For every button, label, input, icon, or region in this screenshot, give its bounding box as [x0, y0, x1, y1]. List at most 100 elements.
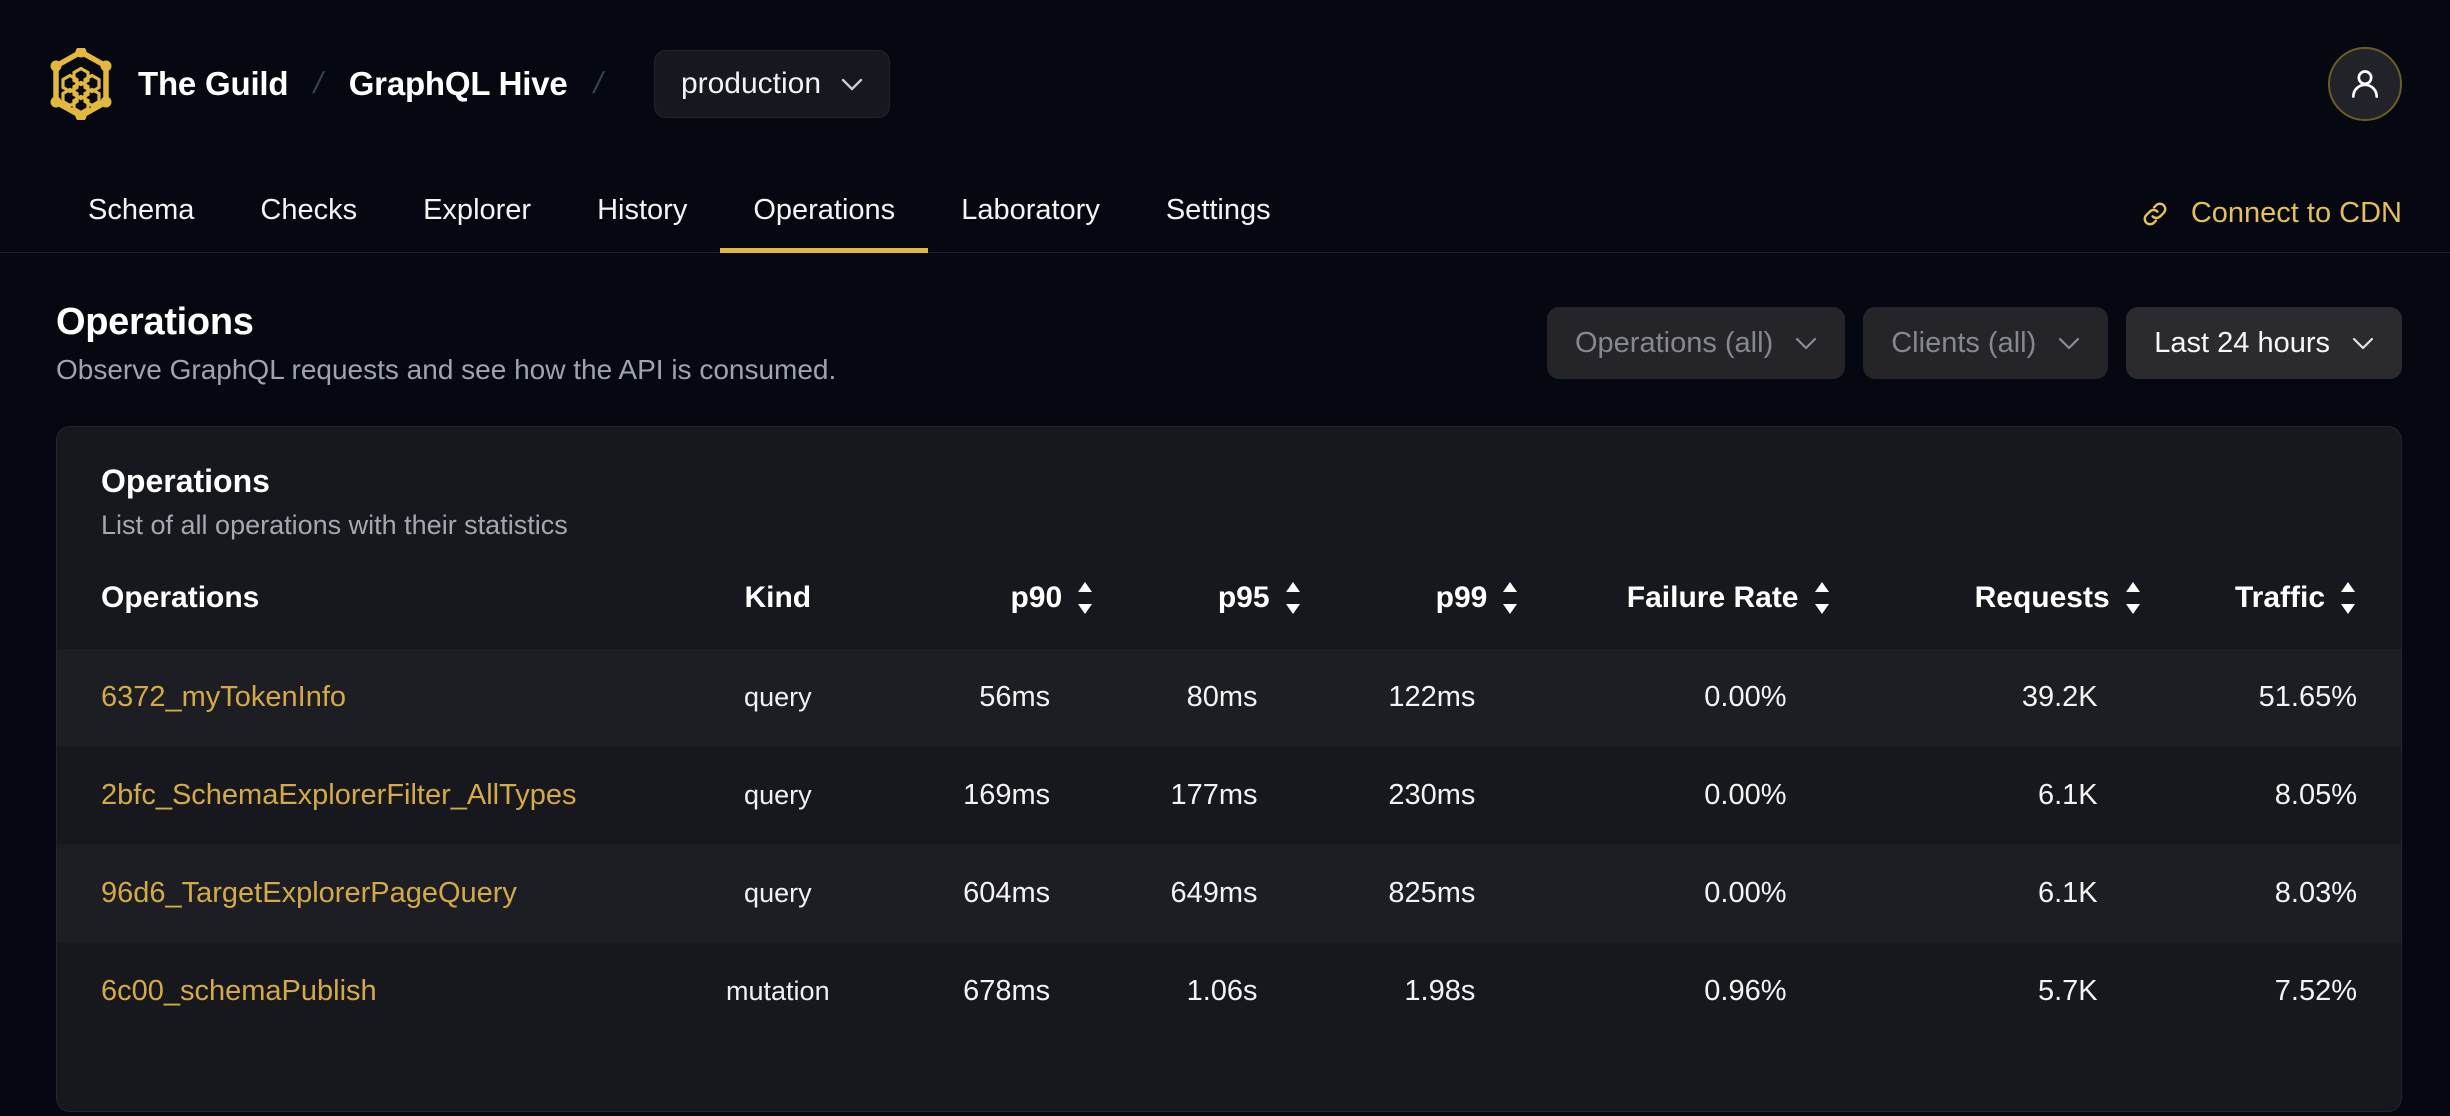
- cell-failure-rate: 0.00%: [1704, 681, 1787, 713]
- cell-p95: 177ms: [1170, 779, 1258, 811]
- cell-operation: 6c00_schemaPublish: [57, 943, 669, 1041]
- cell-kind: query: [744, 878, 812, 908]
- breadcrumb-org[interactable]: The Guild: [138, 65, 289, 102]
- sort-arrows-icon: [1078, 582, 1093, 614]
- nav-tabs: Schema Checks Explorer History Operation…: [50, 168, 1304, 253]
- cell-traffic: 8.05%: [2274, 779, 2357, 811]
- operation-link[interactable]: 6c00_schemaPublish: [101, 975, 377, 1007]
- tab-laboratory-label: Laboratory: [961, 193, 1100, 226]
- primary-nav: Schema Checks Explorer History Operation…: [0, 168, 2450, 253]
- operations-filter[interactable]: Operations (all): [1546, 307, 1846, 379]
- operations-filter-label: Operations (all): [1574, 326, 1774, 359]
- tab-settings[interactable]: Settings: [1133, 168, 1304, 252]
- column-header-kind[interactable]: Kind: [669, 541, 887, 649]
- operation-link[interactable]: 96d6_TargetExplorerPageQuery: [101, 877, 517, 909]
- connect-to-cdn-link[interactable]: Connect to CDN: [2139, 197, 2402, 252]
- column-header-failure-rate[interactable]: Failure Rate: [1519, 541, 1830, 649]
- sort-arrows-icon: [2125, 582, 2140, 614]
- cell-traffic: 8.03%: [2274, 877, 2357, 909]
- cell-p99: 825ms: [1388, 877, 1476, 909]
- operations-table: Operations Kind p90 p95: [57, 541, 2401, 1040]
- sort-arrows-icon: [2341, 582, 2355, 614]
- tab-operations-label: Operations: [753, 193, 896, 226]
- page-title-block: Operations Observe GraphQL requests and …: [56, 301, 836, 386]
- column-header-traffic-label: Traffic: [2234, 581, 2325, 614]
- table-row[interactable]: 6c00_schemaPublish mutation 678ms 1.06s …: [57, 942, 2401, 1041]
- column-header-traffic[interactable]: Traffic: [2142, 541, 2401, 649]
- breadcrumb-project[interactable]: GraphQL Hive: [348, 65, 568, 102]
- hive-hexagon-logo[interactable]: [50, 48, 112, 120]
- top-bar: The Guild / GraphQL Hive / production: [0, 0, 2450, 168]
- column-header-p99[interactable]: p99: [1302, 541, 1520, 649]
- table-row[interactable]: 2bfc_SchemaExplorerFilter_AllTypes query…: [57, 746, 2401, 845]
- table-row[interactable]: 6372_myTokenInfo query 56ms 80ms 122ms 0…: [57, 649, 2401, 747]
- tab-explorer-label: Explorer: [423, 193, 532, 226]
- cell-failure-rate: 0.96%: [1704, 975, 1787, 1007]
- tab-checks[interactable]: Checks: [227, 168, 390, 252]
- cell-p90: 678ms: [963, 975, 1051, 1007]
- column-header-kind-label: Kind: [744, 581, 812, 614]
- chevron-down-icon: [2059, 337, 2080, 349]
- cell-p95: 1.06s: [1186, 975, 1258, 1007]
- column-header-p99-label: p99: [1435, 581, 1488, 614]
- cell-p95: 649ms: [1170, 877, 1258, 909]
- cell-p99: 230ms: [1388, 779, 1476, 811]
- tab-operations[interactable]: Operations: [720, 168, 929, 253]
- page-title: Operations: [56, 301, 254, 343]
- column-header-p90-label: p90: [1010, 581, 1063, 614]
- column-header-requests-label: Requests: [1974, 581, 2110, 614]
- operation-link[interactable]: 2bfc_SchemaExplorerFilter_AllTypes: [101, 779, 577, 811]
- tab-schema[interactable]: Schema: [50, 168, 227, 252]
- table-header-row: Operations Kind p90 p95: [57, 541, 2401, 649]
- chevron-down-icon: [2352, 337, 2374, 349]
- cell-traffic: 51.65%: [2258, 681, 2357, 713]
- sort-arrows-icon: [1503, 582, 1518, 614]
- tab-schema-label: Schema: [88, 193, 195, 226]
- cell-requests: 39.2K: [2021, 681, 2098, 713]
- tab-explorer[interactable]: Explorer: [390, 168, 564, 252]
- column-header-p90[interactable]: p90: [887, 541, 1094, 649]
- connect-to-cdn-label: Connect to CDN: [2190, 197, 2402, 229]
- column-header-failure-rate-label: Failure Rate: [1626, 581, 1799, 614]
- column-header-requests[interactable]: Requests: [1831, 541, 2142, 649]
- link-chain-icon: [2143, 202, 2167, 225]
- user-avatar-icon: [2352, 70, 2378, 98]
- column-header-operations[interactable]: Operations: [57, 541, 669, 649]
- cell-operation: 6372_myTokenInfo: [57, 649, 669, 747]
- filter-toolbar: Operations (all) Clients (all) Last 24 h…: [1546, 301, 2402, 379]
- operations-card-subtitle: List of all operations with their statis…: [101, 510, 568, 540]
- cell-failure-rate: 0.00%: [1704, 779, 1787, 811]
- cell-p99: 122ms: [1388, 681, 1476, 713]
- environment-selector[interactable]: production: [653, 50, 891, 118]
- sort-arrows-icon: [1285, 582, 1300, 614]
- cell-operation: 2bfc_SchemaExplorerFilter_AllTypes: [57, 747, 669, 845]
- tab-history-label: History: [597, 193, 688, 226]
- table-row[interactable]: 96d6_TargetExplorerPageQuery query 604ms…: [57, 844, 2401, 943]
- environment-label: production: [680, 67, 822, 100]
- operation-link[interactable]: 6372_myTokenInfo: [101, 681, 347, 713]
- clients-filter[interactable]: Clients (all): [1863, 307, 2109, 379]
- tab-settings-label: Settings: [1165, 193, 1271, 226]
- page-header: Operations Observe GraphQL requests and …: [0, 253, 2450, 386]
- column-header-operations-label: Operations: [101, 581, 260, 614]
- tab-laboratory[interactable]: Laboratory: [928, 168, 1133, 252]
- cell-requests: 6.1K: [2037, 877, 2098, 909]
- sort-arrows-icon: [1814, 582, 1829, 614]
- tab-checks-label: Checks: [260, 193, 358, 226]
- breadcrumb: The Guild / GraphQL Hive / production: [50, 48, 891, 120]
- cell-requests: 5.7K: [2037, 975, 2098, 1007]
- avatar[interactable]: [2328, 47, 2402, 121]
- clients-filter-label: Clients (all): [1891, 326, 2037, 359]
- page-subtitle: Observe GraphQL requests and see how the…: [56, 354, 837, 385]
- tab-history[interactable]: History: [564, 168, 720, 252]
- cell-p90: 604ms: [963, 877, 1051, 909]
- cell-operation: 96d6_TargetExplorerPageQuery: [57, 845, 669, 943]
- cell-kind: mutation: [726, 976, 830, 1006]
- breadcrumb-separator-2: /: [590, 67, 606, 100]
- cell-traffic: 7.52%: [2274, 975, 2357, 1007]
- chevron-down-icon: [1796, 337, 1817, 349]
- cell-failure-rate: 0.00%: [1704, 877, 1787, 909]
- date-range-filter[interactable]: Last 24 hours: [2126, 307, 2402, 379]
- cell-requests: 6.1K: [2037, 779, 2098, 811]
- column-header-p95[interactable]: p95: [1094, 541, 1301, 649]
